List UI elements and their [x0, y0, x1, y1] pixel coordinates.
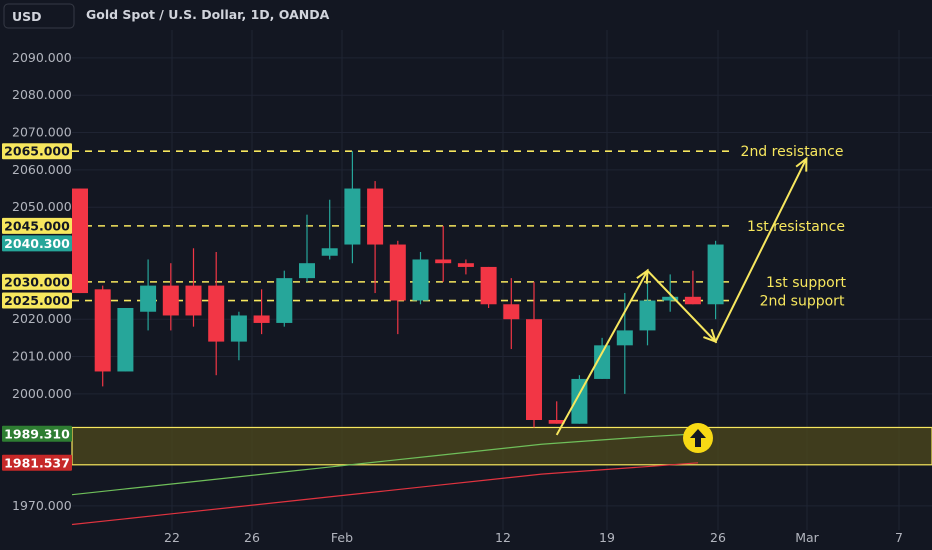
candle-body	[367, 188, 384, 245]
candle-body	[344, 188, 361, 245]
x-tick-label: 26	[710, 530, 726, 545]
arrow-head	[636, 268, 649, 284]
x-tick-label: 22	[164, 530, 180, 545]
price-badge	[2, 454, 72, 471]
moving-averages	[71, 433, 699, 526]
x-tick-label: 7	[895, 530, 903, 545]
price-badge-label: 1981.537	[4, 455, 70, 470]
candle-body	[684, 296, 701, 305]
price-badge	[2, 217, 72, 234]
price-badge-label: 2030.000	[4, 274, 70, 289]
level-annotation: 1st resistance	[747, 219, 845, 235]
candles	[72, 151, 724, 428]
candle-body	[503, 304, 520, 320]
currency-button[interactable]: USD	[3, 3, 75, 29]
price-badge	[2, 235, 72, 252]
arrow-head	[795, 156, 808, 172]
level-annotation: 2nd resistance	[741, 144, 844, 160]
candle-body	[457, 263, 474, 267]
candle-body	[707, 244, 724, 305]
price-badge-label: 2045.000	[4, 218, 70, 233]
y-tick-label: 2090.000	[12, 50, 72, 65]
arrow-head	[703, 328, 718, 344]
candle-body	[662, 296, 679, 301]
candle-body	[321, 248, 338, 256]
x-tick-label: 12	[495, 530, 511, 545]
x-tick-label: Mar	[795, 530, 819, 545]
price-badge-label: 2025.000	[4, 293, 70, 308]
zigzag-arrow	[555, 156, 808, 436]
y-tick-label: 2050.000	[12, 199, 72, 214]
price-badge-label: 1989.310	[4, 426, 70, 441]
price-badges: 2065.000 2045.000 2030.000 2025.000 2040.300…	[2, 143, 72, 471]
candle-body	[548, 420, 565, 424]
candle-body	[389, 244, 406, 301]
level-annotation: 2nd support	[760, 294, 845, 310]
x-tick-label: 19	[599, 530, 615, 545]
y-tick-label: 2020.000	[12, 311, 72, 326]
y-tick-label: 2000.000	[12, 386, 72, 401]
candle-body	[208, 285, 225, 342]
price-badge	[2, 292, 72, 309]
candle-body	[162, 285, 179, 316]
x-tick-label: Feb	[331, 530, 353, 545]
symbol-title: Gold Spot / U.S. Dollar, 1D, OANDA	[86, 7, 330, 22]
y-tick-label: 2080.000	[12, 87, 72, 102]
price-badge	[2, 425, 72, 442]
candle-body	[435, 259, 452, 264]
time-axis[interactable]: 22 26 Feb 12 19 26 Mar 7	[164, 530, 903, 545]
candle-body	[412, 259, 429, 301]
candle-body	[185, 285, 202, 316]
candle-body	[299, 263, 315, 279]
candle-body	[276, 278, 293, 323]
moving-average-line	[71, 433, 699, 496]
candle-body	[117, 308, 134, 372]
price-badge	[2, 273, 72, 290]
price-axis[interactable]: 1970.000 2000.000 2010.000 2020.000 2050.000…	[12, 50, 72, 513]
price-badge-label: 2065.000	[4, 144, 70, 159]
candle-body	[72, 188, 88, 294]
candle-body	[571, 378, 588, 424]
candle-body	[639, 300, 656, 331]
y-tick-label: 2010.000	[12, 349, 72, 364]
candle-body	[526, 319, 542, 420]
candle-body	[94, 289, 111, 372]
support-zone-rect	[71, 426, 932, 466]
candle-body	[594, 345, 611, 379]
moving-average-line	[71, 462, 699, 526]
price-badge	[2, 143, 72, 160]
zigzag-line	[555, 158, 808, 436]
x-tick-label: 26	[244, 530, 260, 545]
y-tick-label: 2060.000	[12, 162, 72, 177]
candle-body	[253, 315, 270, 323]
y-tick-label: 2070.000	[12, 125, 72, 140]
support-zone	[71, 426, 932, 466]
level-annotation: 1st support	[766, 275, 846, 291]
up-arrow-circle-icon	[683, 423, 713, 453]
candle-body	[616, 330, 633, 346]
y-tick-label: 1970.000	[12, 498, 72, 513]
currency-label: USD	[12, 9, 42, 24]
price-badge-label: 2040.300	[4, 236, 70, 251]
candle-body	[140, 285, 157, 312]
candle-body	[230, 315, 247, 342]
candle-body	[480, 266, 497, 305]
